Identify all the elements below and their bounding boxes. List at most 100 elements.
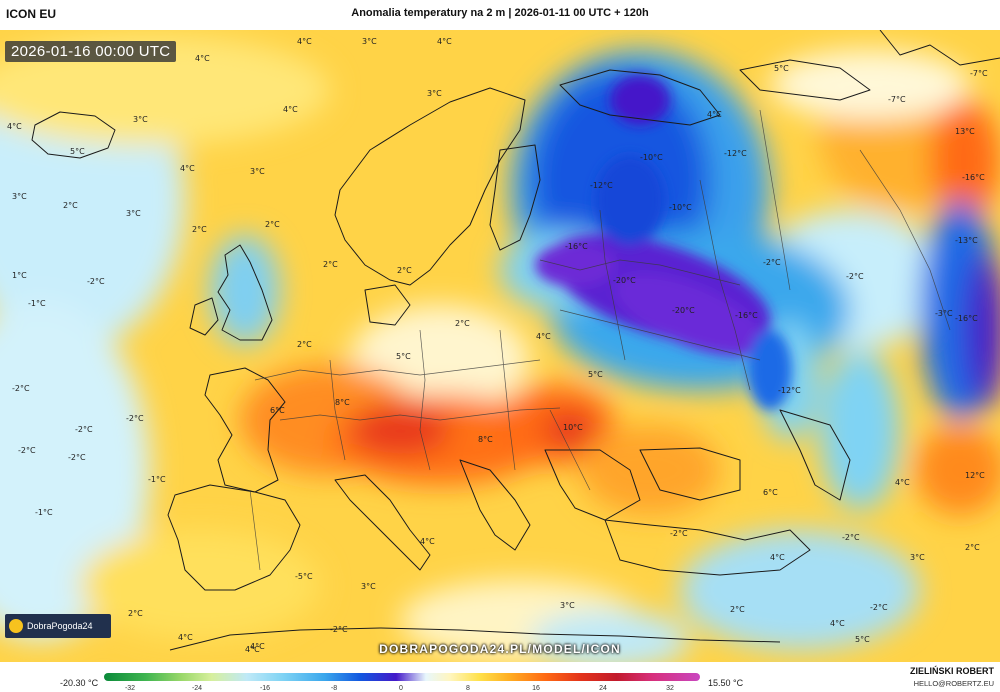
- map-label: 6°C: [270, 406, 285, 415]
- map-label: 4°C: [250, 642, 265, 651]
- map-label: 2°C: [128, 609, 143, 618]
- map-label: -13°C: [955, 236, 978, 245]
- map-label: 4°C: [830, 619, 845, 628]
- map-label: 4°C: [283, 105, 298, 114]
- map-label: -16°C: [565, 242, 588, 251]
- borders: [249, 109, 951, 571]
- map-label: 1°C: [12, 271, 27, 280]
- legend-tick: -24: [191, 685, 203, 692]
- map-label: -7°C: [970, 69, 988, 78]
- map-label: -2°C: [12, 384, 30, 393]
- map-label: -1°C: [148, 475, 166, 484]
- map-label: 4°C: [707, 110, 722, 119]
- map-label: 4°C: [437, 37, 452, 46]
- map-label: 2°C: [455, 319, 470, 328]
- map-label: 12°C: [965, 471, 985, 480]
- map-label: 4°C: [7, 122, 22, 131]
- map-label: -10°C: [669, 203, 692, 212]
- map-canvas: 4°C 3°C 4°C 4°C 3°C 4°C 3°C 4°C 5°C 3°C …: [0, 30, 1000, 662]
- map-label: -1°C: [28, 299, 46, 308]
- map-title: Anomalia temperatury na 2 m | 2026-01-11…: [351, 7, 649, 19]
- header: ICON EU Anomalia temperatury na 2 m | 20…: [0, 0, 1000, 30]
- map-label: -2°C: [126, 414, 144, 423]
- map-label: -2°C: [75, 425, 93, 434]
- map-label: 3°C: [126, 209, 141, 218]
- legend-max: 15.50 °C: [708, 678, 744, 688]
- map-label: 4°C: [420, 537, 435, 546]
- model-name: ICON EU: [6, 7, 57, 21]
- map-label: -20°C: [613, 276, 636, 285]
- map-label: 3°C: [361, 582, 376, 591]
- map-label: 5°C: [774, 64, 789, 73]
- map-label: 8°C: [335, 398, 350, 407]
- map-label: -2°C: [18, 446, 36, 455]
- map-label: -2°C: [842, 533, 860, 542]
- sun-icon: [9, 619, 23, 633]
- map-label: 3°C: [362, 37, 377, 46]
- map-label: -2°C: [846, 272, 864, 281]
- map-label: -16°C: [962, 173, 985, 182]
- map-label: -7°C: [888, 95, 906, 104]
- map-label: 5°C: [855, 635, 870, 644]
- map-label: -2°C: [330, 625, 348, 634]
- legend-tick: 24: [599, 685, 607, 692]
- map-label: -16°C: [955, 314, 978, 323]
- map-label: -16°C: [735, 311, 758, 320]
- legend-tick: -16: [259, 685, 271, 692]
- map-label: 3°C: [12, 192, 27, 201]
- map-label: 2°C: [730, 605, 745, 614]
- legend-tick: 8: [466, 685, 470, 692]
- map-label: 8°C: [478, 435, 493, 444]
- map-label: 4°C: [180, 164, 195, 173]
- map-label: 6°C: [763, 488, 778, 497]
- map-label: 4°C: [297, 37, 312, 46]
- map-label: 4°C: [245, 645, 260, 654]
- map-label: 3°C: [560, 601, 575, 610]
- legend-min: -20.30 °C: [60, 678, 99, 688]
- brand-name: DobraPogoda24: [27, 621, 93, 631]
- map-label: 10°C: [563, 423, 583, 432]
- legend-tick: -8: [330, 685, 338, 692]
- valid-time-badge: 2026-01-16 00:00 UTC: [5, 41, 177, 62]
- map-label: 2°C: [965, 543, 980, 552]
- map-label: 2°C: [192, 225, 207, 234]
- map-label: 3°C: [910, 553, 925, 562]
- map-label: 3°C: [250, 167, 265, 176]
- map-label: 5°C: [70, 147, 85, 156]
- map-label: 5°C: [588, 370, 603, 379]
- map-label: 2°C: [323, 260, 338, 269]
- coastlines: [31, 30, 1000, 651]
- map-label: -5°C: [295, 572, 313, 581]
- map-label: -2°C: [870, 603, 888, 612]
- legend-tick: 16: [532, 685, 540, 692]
- legend-tick: -32: [124, 685, 136, 692]
- footer: -20.30 °C 15.50 °C -32 -24 -16 -8 0 8 16…: [0, 662, 1000, 692]
- legend-tick: 32: [666, 685, 674, 692]
- map-label: -2°C: [670, 529, 688, 538]
- map-label: 4°C: [895, 478, 910, 487]
- map-label: 3°C: [427, 89, 442, 98]
- brand-logo: DobraPogoda24: [5, 614, 111, 638]
- map-label: -10°C: [640, 153, 663, 162]
- map-label: -2°C: [87, 277, 105, 286]
- map-label: -3°C: [935, 309, 953, 318]
- map-label: 4°C: [195, 54, 210, 63]
- map-label: -12°C: [590, 181, 613, 190]
- map-label: -12°C: [724, 149, 747, 158]
- map-label: 4°C: [536, 332, 551, 341]
- map-label: -20°C: [672, 306, 695, 315]
- map-label: 2°C: [397, 266, 412, 275]
- map-label: 2°C: [63, 201, 78, 210]
- map-label: 2°C: [265, 220, 280, 229]
- map-label: -12°C: [778, 386, 801, 395]
- map-label: -2°C: [68, 453, 86, 462]
- map-label: 2°C: [297, 340, 312, 349]
- map-label: 4°C: [770, 553, 785, 562]
- watermark-url: DOBRAPOGODA24.PL/MODEL/ICON: [379, 642, 621, 656]
- author-email: HELLO@ROBERTZ.EU: [913, 679, 994, 688]
- map-label: 13°C: [955, 127, 975, 136]
- map-label: -2°C: [763, 258, 781, 267]
- map-label: 5°C: [396, 352, 411, 361]
- map-label: 3°C: [133, 115, 148, 124]
- temperature-anomaly-map[interactable]: 4°C 3°C 4°C 4°C 3°C 4°C 3°C 4°C 5°C 3°C …: [0, 30, 1000, 662]
